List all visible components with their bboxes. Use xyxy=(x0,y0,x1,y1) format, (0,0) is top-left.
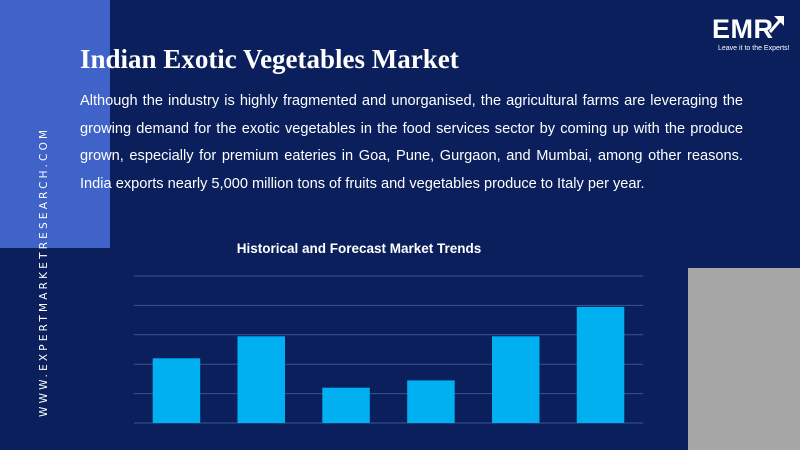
logo-tagline: Leave it to the Experts! xyxy=(718,45,790,52)
chart-bar xyxy=(576,306,625,423)
emr-logo: EMR Leave it to the Experts! xyxy=(710,10,790,56)
description-paragraph: Although the industry is highly fragment… xyxy=(80,93,743,192)
chart-title: Historical and Forecast Market Trends xyxy=(236,241,482,256)
logo-text: EMR xyxy=(712,14,774,44)
page-title: Indian Exotic Vegetables Market xyxy=(80,44,459,74)
gray-block xyxy=(688,268,800,450)
chart-bar xyxy=(322,387,370,423)
chart-bar xyxy=(407,380,455,423)
chart-bar xyxy=(152,358,201,423)
side-url-text: WWW.EXPERTMARKETRESEARCH.COM xyxy=(38,126,50,417)
chart-bar xyxy=(492,336,540,423)
chart-bar xyxy=(237,336,285,423)
up-right-arrow-icon xyxy=(768,16,784,33)
accent-block xyxy=(0,0,110,248)
